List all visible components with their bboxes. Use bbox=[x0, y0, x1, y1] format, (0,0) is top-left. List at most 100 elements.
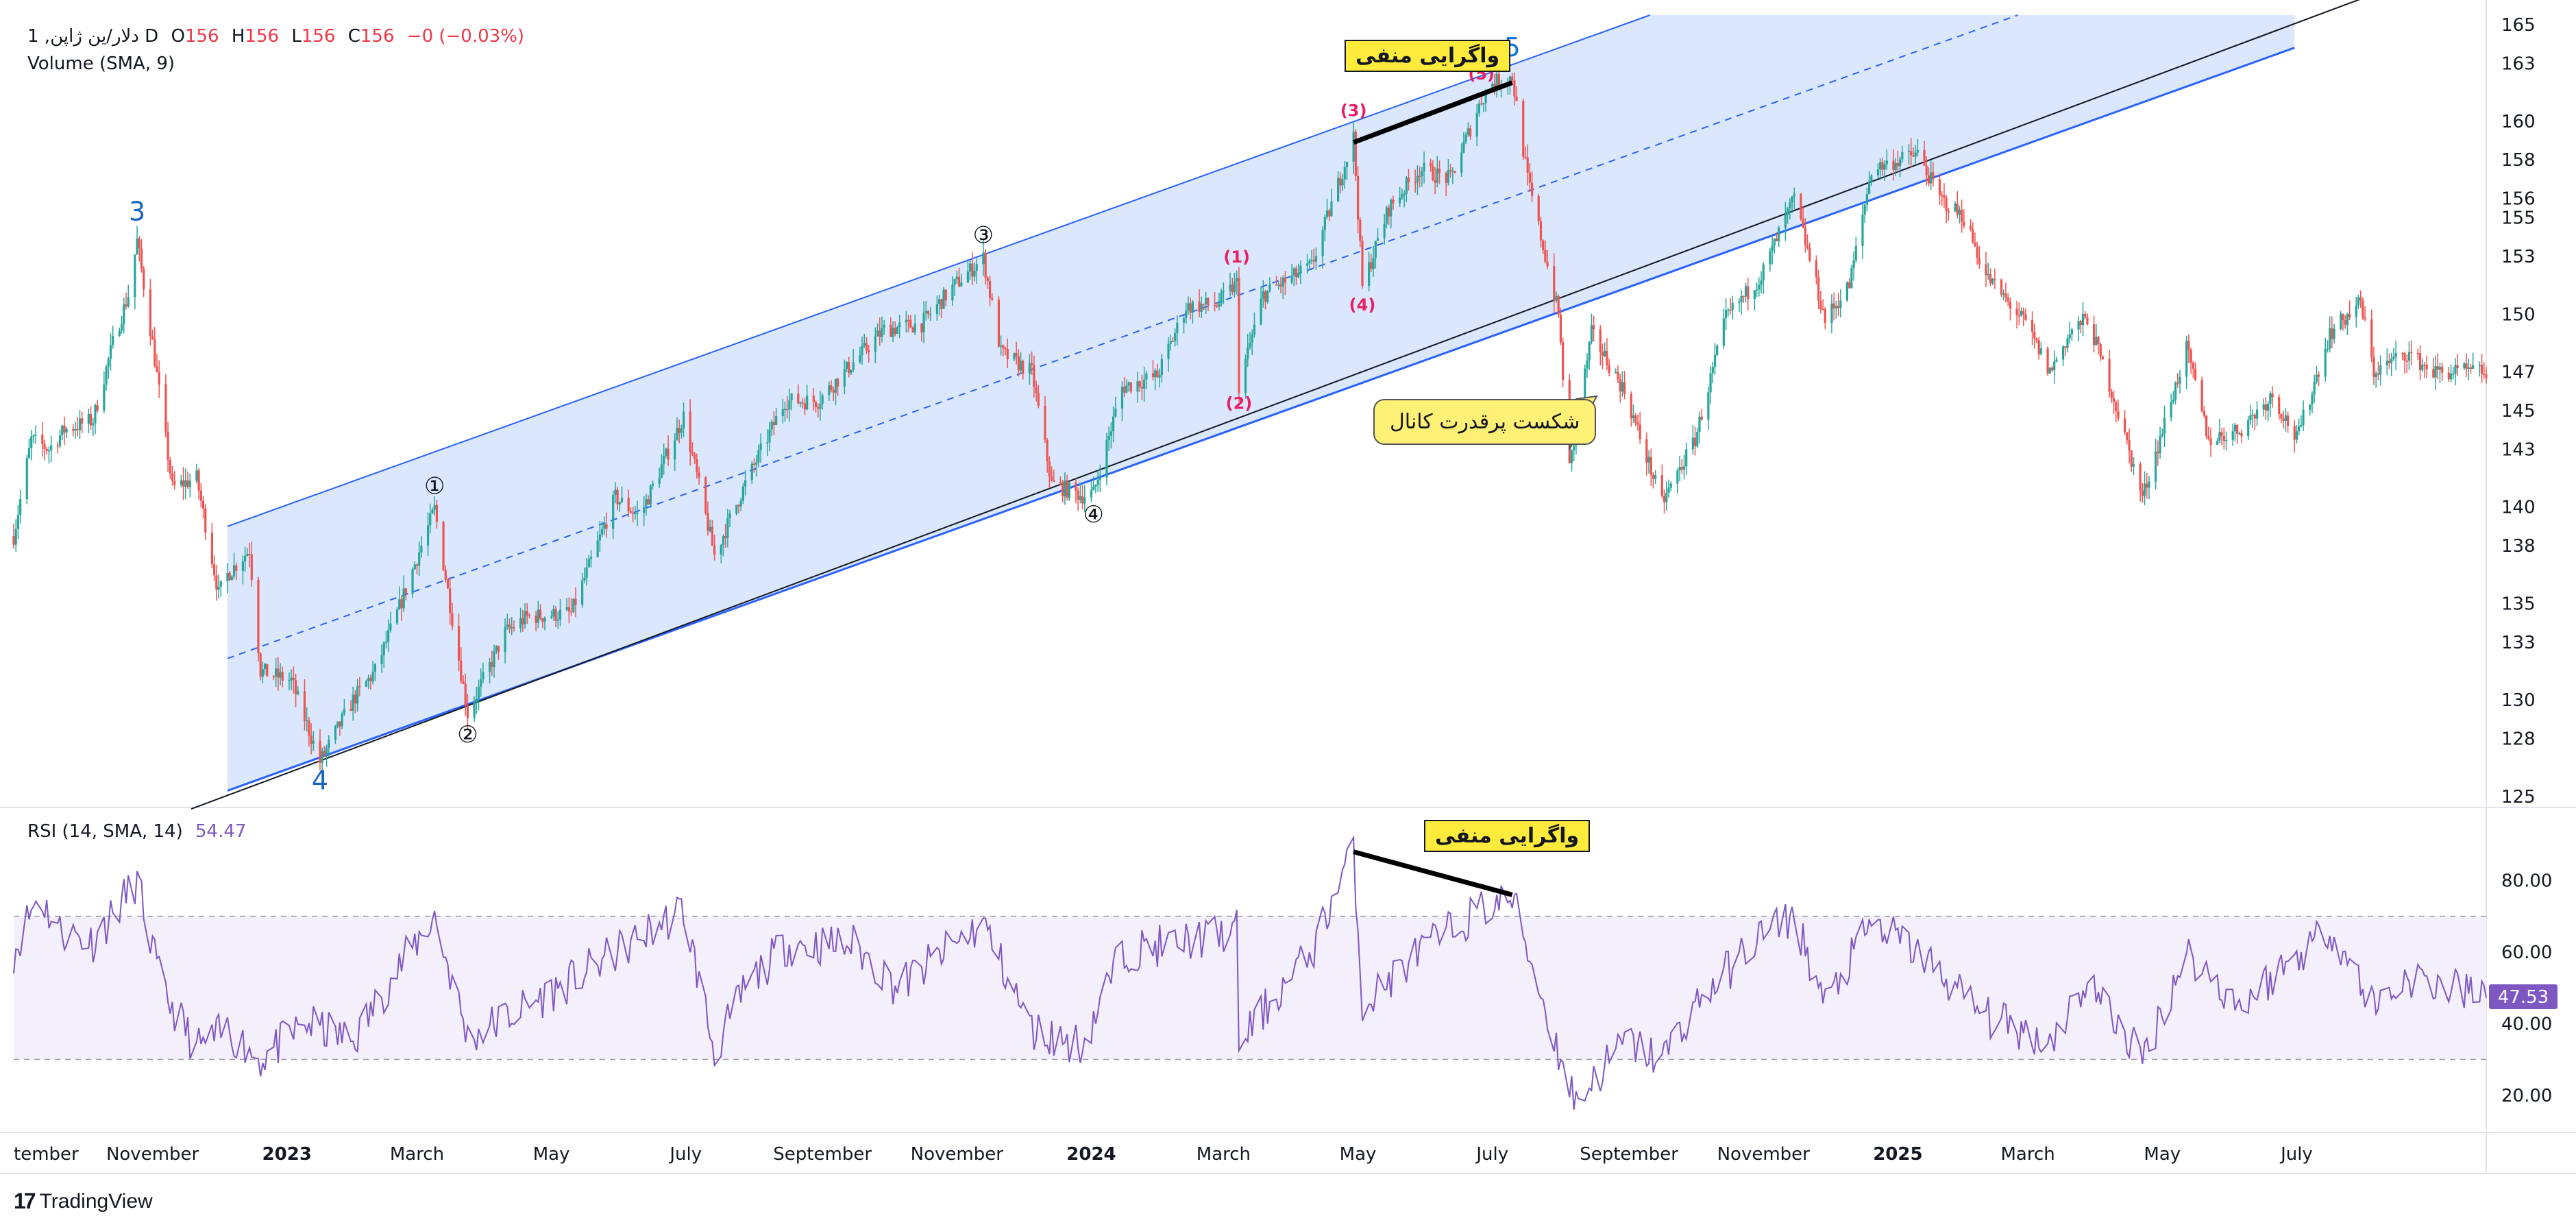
candle[interactable] bbox=[1079, 483, 1081, 504]
candle[interactable] bbox=[2236, 424, 2239, 444]
candle[interactable] bbox=[1804, 218, 1806, 253]
candle[interactable] bbox=[982, 239, 985, 276]
candle[interactable] bbox=[1943, 183, 1946, 208]
trend-line[interactable] bbox=[191, 0, 2385, 810]
candle[interactable] bbox=[1907, 144, 1911, 165]
candle[interactable] bbox=[1013, 352, 1016, 361]
candle[interactable] bbox=[497, 645, 500, 660]
candle[interactable] bbox=[2251, 409, 2254, 428]
candle[interactable] bbox=[89, 406, 93, 430]
candle[interactable] bbox=[674, 433, 676, 471]
candle[interactable] bbox=[1839, 289, 1842, 317]
candle[interactable] bbox=[2015, 300, 2018, 329]
candle[interactable] bbox=[1693, 426, 1697, 456]
candle[interactable] bbox=[2110, 389, 2113, 403]
candle[interactable] bbox=[667, 435, 670, 466]
candle[interactable] bbox=[167, 422, 169, 472]
candle[interactable] bbox=[369, 675, 372, 690]
candle[interactable] bbox=[2423, 362, 2426, 378]
candle[interactable] bbox=[466, 694, 469, 729]
candle[interactable] bbox=[1793, 187, 1795, 210]
candle[interactable] bbox=[569, 598, 573, 616]
candle[interactable] bbox=[2447, 367, 2450, 382]
candle[interactable] bbox=[1698, 411, 1701, 444]
candle[interactable] bbox=[1608, 359, 1610, 376]
candle[interactable] bbox=[275, 657, 278, 688]
candle[interactable] bbox=[384, 631, 388, 648]
candle[interactable] bbox=[1621, 371, 1624, 397]
candle[interactable] bbox=[720, 544, 722, 563]
candle[interactable] bbox=[971, 251, 974, 285]
candle[interactable] bbox=[1046, 438, 1048, 473]
candle[interactable] bbox=[156, 354, 158, 373]
candle[interactable] bbox=[2454, 358, 2457, 386]
candle[interactable] bbox=[1277, 280, 1280, 290]
candle[interactable] bbox=[2449, 364, 2453, 382]
candle[interactable] bbox=[2326, 340, 2329, 353]
candle[interactable] bbox=[96, 399, 99, 413]
candle[interactable] bbox=[41, 422, 44, 457]
candle[interactable] bbox=[2340, 311, 2342, 330]
candle[interactable] bbox=[922, 301, 925, 343]
candle[interactable] bbox=[1392, 195, 1395, 210]
candle[interactable] bbox=[2467, 359, 2470, 381]
candle[interactable] bbox=[953, 278, 956, 296]
candle[interactable] bbox=[1991, 278, 1994, 285]
candle[interactable] bbox=[1372, 245, 1375, 277]
candle[interactable] bbox=[1062, 480, 1064, 503]
candle[interactable] bbox=[1916, 139, 1919, 157]
candle[interactable] bbox=[261, 661, 264, 683]
candle[interactable] bbox=[199, 483, 202, 508]
candle[interactable] bbox=[689, 399, 691, 466]
candle[interactable] bbox=[1619, 374, 1621, 403]
candle[interactable] bbox=[25, 454, 28, 505]
candle[interactable] bbox=[235, 562, 238, 581]
candle[interactable] bbox=[1401, 189, 1403, 200]
candle[interactable] bbox=[1941, 191, 1943, 206]
candle[interactable] bbox=[881, 316, 883, 343]
candle[interactable] bbox=[2170, 393, 2172, 422]
candle[interactable] bbox=[574, 587, 577, 618]
candle[interactable] bbox=[2324, 337, 2327, 382]
candle[interactable] bbox=[2033, 323, 2036, 349]
candle[interactable] bbox=[1467, 122, 1469, 137]
candle[interactable] bbox=[863, 333, 866, 348]
candle[interactable] bbox=[1275, 276, 1278, 286]
candle[interactable] bbox=[2271, 386, 2274, 408]
candle[interactable] bbox=[1570, 449, 1573, 472]
candle[interactable] bbox=[1213, 291, 1216, 312]
candle[interactable] bbox=[328, 735, 330, 757]
candle[interactable] bbox=[58, 429, 62, 449]
candle[interactable] bbox=[1669, 481, 1672, 491]
candle[interactable] bbox=[323, 746, 326, 757]
candle[interactable] bbox=[2205, 415, 2208, 439]
candle[interactable] bbox=[834, 378, 837, 406]
candle[interactable] bbox=[1685, 442, 1688, 475]
candle[interactable] bbox=[528, 613, 531, 619]
candle[interactable] bbox=[380, 644, 383, 673]
candle[interactable] bbox=[770, 419, 773, 437]
candle[interactable] bbox=[2407, 341, 2411, 370]
candle[interactable] bbox=[2344, 315, 2346, 329]
candle[interactable] bbox=[929, 306, 932, 321]
candle[interactable] bbox=[2132, 457, 2135, 476]
candle[interactable] bbox=[2017, 302, 2020, 326]
candle[interactable] bbox=[1099, 464, 1101, 492]
candle[interactable] bbox=[2436, 353, 2439, 380]
candle[interactable] bbox=[210, 522, 214, 568]
candle[interactable] bbox=[572, 598, 575, 614]
candle[interactable] bbox=[387, 619, 390, 653]
candle[interactable] bbox=[1312, 248, 1315, 269]
candle[interactable] bbox=[1630, 391, 1632, 427]
candle[interactable] bbox=[651, 481, 654, 489]
candle[interactable] bbox=[63, 416, 66, 446]
candle[interactable] bbox=[442, 520, 445, 572]
candle[interactable] bbox=[2200, 376, 2203, 413]
candle[interactable] bbox=[2231, 423, 2234, 446]
candle[interactable] bbox=[937, 294, 941, 316]
candle[interactable] bbox=[1438, 160, 1441, 184]
candle[interactable] bbox=[404, 587, 407, 600]
candle[interactable] bbox=[1407, 169, 1410, 191]
candle[interactable] bbox=[1901, 145, 1904, 163]
candle[interactable] bbox=[837, 377, 839, 397]
